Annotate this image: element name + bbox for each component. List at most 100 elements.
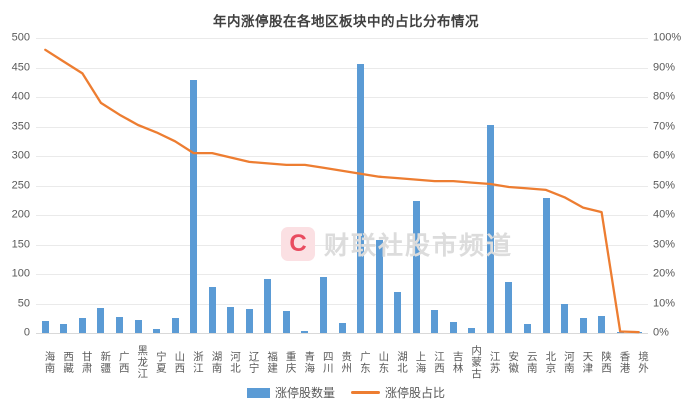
bar-0 bbox=[41, 321, 49, 333]
x-label-24: 江苏 bbox=[488, 350, 501, 374]
bar-11 bbox=[245, 308, 253, 333]
axis-tick-label: 50% bbox=[653, 179, 676, 191]
bar-9 bbox=[208, 286, 216, 333]
gridline bbox=[36, 244, 648, 246]
bar-15 bbox=[319, 276, 327, 333]
bar-17 bbox=[357, 63, 365, 333]
x-label-11: 辽宁 bbox=[247, 350, 260, 374]
x-label-9: 湖南 bbox=[210, 350, 223, 374]
x-label-19: 湖北 bbox=[395, 350, 408, 374]
x-label-5: 黑龙江 bbox=[136, 344, 149, 380]
x-label-26: 云南 bbox=[525, 350, 538, 374]
plot-area: C 财联社股市频道 bbox=[36, 38, 648, 334]
x-label-1: 西藏 bbox=[62, 350, 75, 374]
x-label-31: 香港 bbox=[618, 350, 631, 374]
bar-16 bbox=[338, 322, 346, 333]
legend-line-label: 涨停股占比 bbox=[385, 386, 446, 400]
bar-13 bbox=[282, 310, 290, 333]
axis-tick-label: 300 bbox=[11, 149, 30, 162]
axis-tick-label: 500 bbox=[11, 31, 30, 44]
x-label-2: 甘肃 bbox=[80, 350, 93, 374]
axis-tick-label: 0% bbox=[653, 326, 669, 339]
gridline bbox=[36, 215, 648, 216]
y-axis-right: 100% 90% 80% 70% 60% 50% 40% 30% 20% 10% 0% bbox=[653, 32, 691, 338]
legend-bar-label: 涨停股数量 bbox=[274, 386, 335, 400]
x-label-8: 浙江 bbox=[191, 350, 204, 374]
axis-tick-label: 60% bbox=[653, 149, 676, 162]
gridline bbox=[36, 38, 648, 39]
bar-10 bbox=[227, 307, 235, 333]
x-axis-labels: 海南 西藏 甘肃 新疆 广西 黑龙江 宁夏 山西 浙江 湖南 河北 辽宁 福建 重庆 青海 四川 贵州 广东 山东湖… bbox=[36, 338, 650, 386]
bar-3 bbox=[97, 308, 105, 333]
bar-20 bbox=[412, 201, 420, 333]
axis-tick-label: 40% bbox=[653, 208, 676, 221]
bar-30 bbox=[598, 316, 606, 333]
bar-21 bbox=[431, 310, 439, 333]
bar-25 bbox=[505, 281, 513, 333]
bar-7 bbox=[171, 318, 179, 333]
gridline bbox=[36, 333, 648, 334]
bar-4 bbox=[115, 317, 123, 333]
x-label-7: 山西 bbox=[173, 350, 186, 374]
x-label-27: 北京 bbox=[544, 350, 557, 374]
axis-tick-label: 90% bbox=[653, 61, 676, 73]
x-label-17: 广东 bbox=[358, 350, 371, 374]
axis-tick-label: 100 bbox=[11, 267, 30, 280]
x-label-16: 贵州 bbox=[340, 350, 353, 374]
gridline bbox=[36, 274, 648, 275]
bar-29 bbox=[579, 318, 587, 333]
axis-tick-label: 80% bbox=[653, 90, 676, 103]
bar-1 bbox=[60, 323, 68, 333]
axis-tick-label: 70% bbox=[653, 120, 676, 132]
bar-5 bbox=[134, 320, 142, 333]
x-label-30: 陕西 bbox=[599, 350, 612, 374]
bar-19 bbox=[394, 291, 402, 333]
x-label-25: 安徽 bbox=[507, 350, 520, 374]
axis-tick-label: 0 bbox=[23, 326, 30, 339]
axis-tick-label: 20% bbox=[653, 267, 676, 280]
gridline bbox=[36, 97, 648, 98]
axis-tick-label: 50 bbox=[17, 297, 30, 309]
x-label-4: 广西 bbox=[117, 350, 130, 374]
axis-tick-label: 100% bbox=[653, 31, 682, 44]
x-label-3: 新疆 bbox=[99, 350, 112, 374]
gridline bbox=[36, 303, 648, 305]
axis-tick-label: 450 bbox=[11, 61, 30, 73]
bar-18 bbox=[375, 240, 383, 333]
x-label-28: 河南 bbox=[562, 350, 575, 374]
axis-tick-label: 400 bbox=[11, 90, 30, 103]
x-label-0: 海南 bbox=[43, 350, 56, 374]
axis-tick-label: 30% bbox=[653, 238, 676, 250]
percentage-line bbox=[44, 48, 640, 334]
x-label-13: 重庆 bbox=[284, 350, 297, 374]
bar-swatch-icon bbox=[246, 387, 270, 398]
bar-27 bbox=[542, 198, 550, 333]
bar-24 bbox=[486, 124, 494, 333]
x-label-10: 河北 bbox=[229, 350, 242, 374]
x-label-21: 江西 bbox=[433, 350, 446, 374]
bar-28 bbox=[561, 304, 569, 333]
legend-item-line: 涨停股占比 bbox=[341, 384, 445, 401]
gridline bbox=[36, 67, 648, 69]
y-axis-left: 500 450 400 350 300 250 200 150 100 50 0 bbox=[0, 32, 30, 338]
legend-item-bars: 涨停股数量 bbox=[246, 384, 335, 401]
x-label-18: 山东 bbox=[377, 350, 390, 374]
x-label-23: 内蒙古 bbox=[470, 344, 483, 380]
bar-23 bbox=[468, 327, 476, 333]
x-label-12: 福建 bbox=[266, 350, 279, 374]
x-label-6: 宁夏 bbox=[154, 350, 167, 374]
x-label-14: 青海 bbox=[303, 350, 316, 374]
x-label-20: 上海 bbox=[414, 350, 427, 374]
bar-2 bbox=[78, 318, 86, 333]
x-label-15: 四川 bbox=[321, 350, 334, 374]
axis-tick-label: 150 bbox=[11, 238, 30, 250]
line-series bbox=[44, 48, 640, 334]
bar-8 bbox=[190, 80, 198, 333]
axis-tick-label: 350 bbox=[11, 120, 30, 132]
gridline bbox=[36, 126, 648, 128]
bar-26 bbox=[523, 324, 531, 333]
bar-14 bbox=[301, 330, 309, 333]
legend: 涨停股数量 涨停股占比 bbox=[0, 384, 692, 401]
bar-22 bbox=[449, 321, 457, 333]
